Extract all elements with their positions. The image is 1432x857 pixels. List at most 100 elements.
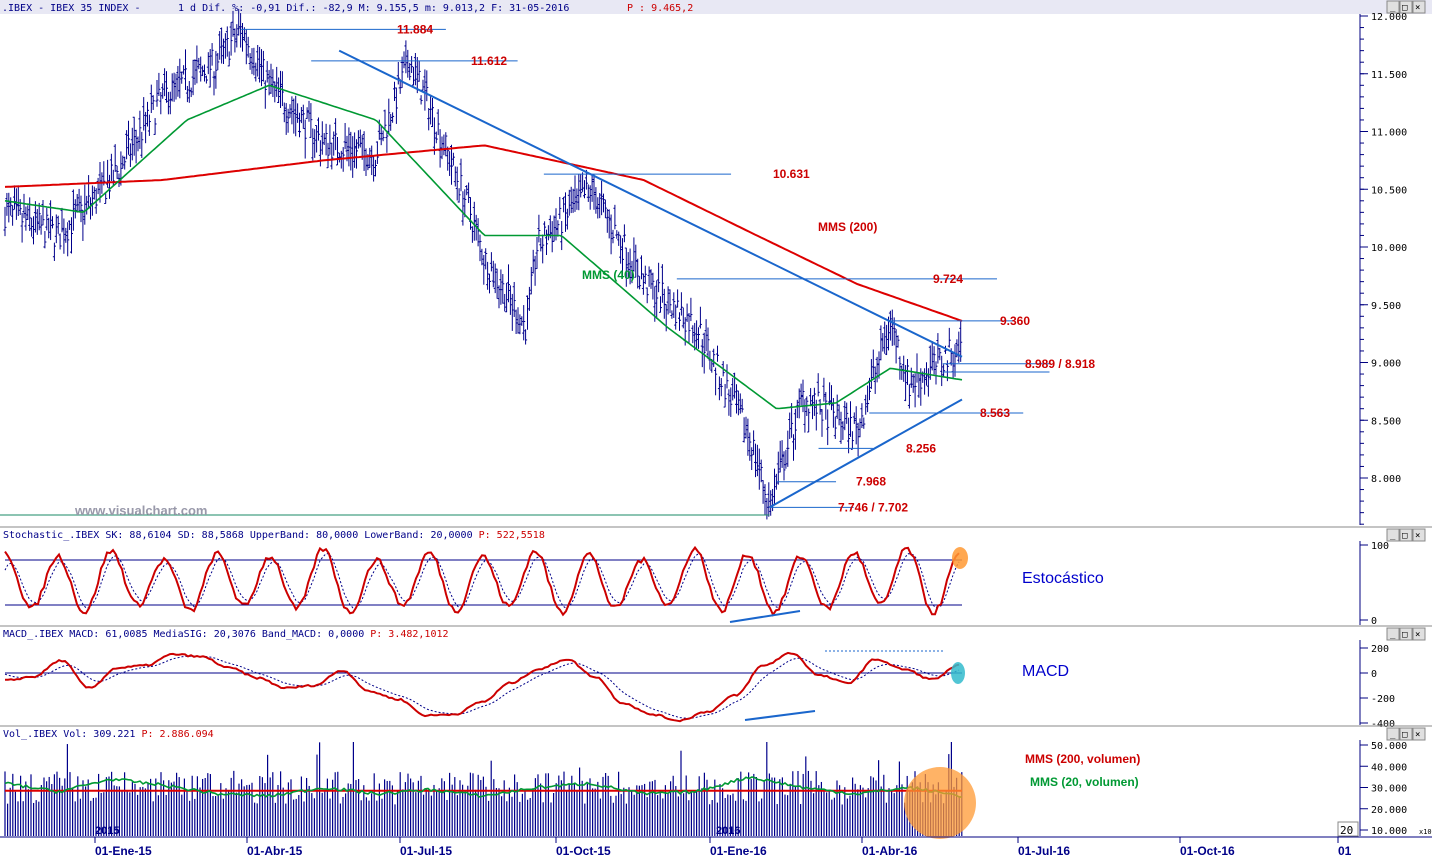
vol-minimize-button[interactable] (1386, 727, 1400, 741)
macd-window-buttons: _ □ × (1386, 627, 1426, 641)
minimize-icon: _ (1390, 630, 1396, 640)
x-axis-label: 01-Oct-15 (556, 844, 611, 857)
maximize-icon: □ (1402, 730, 1408, 740)
stoch-divergence-line (729, 610, 801, 623)
price-y-tick-label: 10.000 (1371, 243, 1407, 254)
vol-y-tick-label: 50.000 (1371, 741, 1407, 752)
vol-y-tick-label: 20.000 (1371, 805, 1407, 816)
header-last-price: P : 9.465,2 (627, 3, 693, 14)
close-icon: × (1415, 630, 1420, 640)
macd-signal-line (4, 655, 960, 719)
level-label: 8.989 / 8.918 (1025, 357, 1095, 371)
support-trendline (769, 398, 963, 509)
x-axis-label: 01-Ene-16 (710, 844, 767, 857)
vol-pane: 50.000 40.000 30.000 20.000 10.000 2015 2016 20… (4, 740, 1432, 839)
macd-header: MACD_.IBEX MACD: 61,0085 MediaSIG: 20,30… (3, 629, 449, 640)
level-label: 8.563 (980, 406, 1010, 420)
close-icon: × (1415, 531, 1420, 541)
price-y-tick-label: 8.000 (1371, 474, 1401, 485)
header-stats: 1 d Dif. %: -0,91 Dif.: -82,9 M: 9.155,5… (178, 3, 569, 14)
stoch-sk-line (4, 545, 960, 617)
stoch-pane: 100 0 (4, 541, 1389, 627)
macd-highlight (951, 662, 965, 684)
stoch-label: Estocástico (1022, 570, 1104, 587)
price-y-tick-label: 11.500 (1371, 70, 1407, 81)
macd-minimize-button[interactable] (1386, 627, 1400, 641)
stoch-close-button[interactable] (1412, 528, 1426, 542)
macd-y-tick-label: -400 (1371, 719, 1395, 730)
vol-scale-box (1337, 821, 1359, 837)
vol-mms20-line (4, 776, 963, 798)
resistance-trendline (338, 49, 963, 358)
level-label: 10.631 (773, 167, 810, 181)
level-label: 11.612 (471, 54, 507, 68)
vol-y-tick-label: 10.000 (1371, 826, 1407, 837)
watermark: www.visualchart.com (74, 503, 207, 518)
price-y-tick-label: 10.500 (1371, 185, 1407, 196)
x-axis-label: 01-Abr-16 (862, 844, 918, 857)
level-label: 7.968 (856, 475, 886, 489)
stoch-y-tick-label: 100 (1371, 541, 1389, 552)
maximize-icon: □ (1402, 531, 1408, 541)
vol-mms200-label: MMS (200, volumen) (1025, 752, 1140, 766)
year-label-2015: 2015 (95, 825, 119, 837)
vol-close-button[interactable] (1412, 727, 1426, 741)
level-label: 9.360 (1000, 314, 1030, 328)
stoch-sd-line (4, 553, 960, 609)
close-icon: × (1415, 3, 1420, 13)
price-y-tick-label: 12.000 (1371, 12, 1407, 23)
macd-label: MACD (1022, 663, 1069, 680)
stoch-highlight (952, 547, 968, 569)
price-window-buttons: _ □ × (1386, 0, 1426, 14)
macd-close-button[interactable] (1412, 627, 1426, 641)
stoch-y-tick-label: 0 (1371, 616, 1377, 627)
x-axis: 01-Ene-15 01-Abr-15 01-Jul-15 01-Oct-15 01-E… (94, 837, 1352, 857)
price-y-tick-label: 8.500 (1371, 416, 1401, 427)
close-button[interactable] (1412, 0, 1426, 14)
stoch-window-buttons: _ □ × (1386, 528, 1426, 542)
maximize-icon: □ (1402, 3, 1408, 13)
vol-mms20-label: MMS (20, volumen) (1030, 775, 1139, 789)
x-axis-label: 01-Abr-15 (247, 844, 303, 857)
header-title: .IBEX - IBEX 35 INDEX - (2, 3, 140, 14)
x-axis-label: 01-Oct-16 (1180, 844, 1235, 857)
x-axis-label: 01-Ene-15 (95, 844, 152, 857)
mms200-label: MMS (200) (818, 220, 877, 234)
price-pane: 12.000 11.500 11.000 10.500 10.000 9.500 9.000… (0, 8, 1407, 525)
vol-y-tick-label: 30.000 (1371, 784, 1407, 795)
vol-header: Vol_.IBEX Vol: 309.221 P: 2.886.094 (3, 729, 214, 740)
macd-y-tick-label: 0 (1371, 669, 1377, 680)
macd-line (4, 651, 960, 723)
x-axis-label: 01 (1338, 844, 1352, 857)
minimize-icon: _ (1390, 3, 1396, 13)
macd-divergence-line (744, 710, 816, 721)
minimize-button[interactable] (1386, 0, 1400, 14)
vol-maximize-button[interactable] (1399, 727, 1413, 741)
stoch-maximize-button[interactable] (1399, 528, 1413, 542)
macd-maximize-button[interactable] (1399, 627, 1413, 641)
stoch-header: Stochastic_.IBEX SK: 88,6104 SD: 88,5868… (3, 530, 545, 541)
vol-y-tick-label: 40.000 (1371, 762, 1407, 773)
vol-scale-note: 20 (1340, 824, 1353, 837)
maximize-icon: □ (1402, 630, 1408, 640)
maximize-button[interactable] (1399, 0, 1413, 14)
macd-y-tick-label: 200 (1371, 644, 1389, 655)
header-bar (0, 0, 1432, 14)
minimize-icon: _ (1390, 531, 1396, 541)
level-label: 11.884 (397, 22, 433, 36)
level-label: 8.256 (906, 441, 936, 455)
price-y-tick-label: 9.000 (1371, 359, 1401, 370)
year-label-2016: 2016 (716, 825, 740, 837)
level-label: 9.724 (933, 272, 963, 286)
mms200-line (4, 144, 963, 322)
stoch-minimize-button[interactable] (1386, 528, 1400, 542)
level-label: 7.746 / 7.702 (838, 500, 908, 514)
price-y-tick-label: 11.000 (1371, 128, 1407, 139)
mms40-label: MMS (40) (582, 268, 635, 282)
x-axis-label: 01-Jul-16 (1018, 844, 1070, 857)
macd-y-tick-label: -200 (1371, 694, 1395, 705)
x-axis-label: 01-Jul-15 (400, 844, 452, 857)
minimize-icon: _ (1390, 730, 1396, 740)
mms40-line (4, 84, 963, 410)
